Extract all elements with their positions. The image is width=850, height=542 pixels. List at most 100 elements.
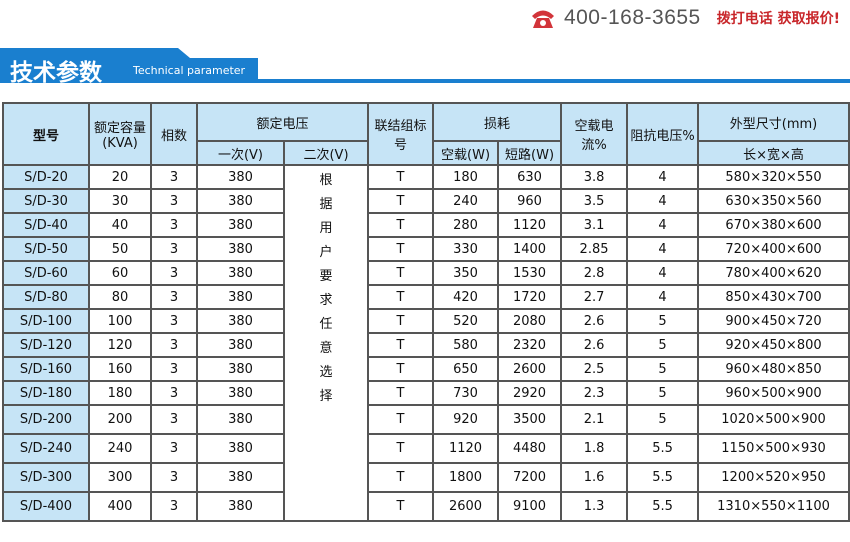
cell-model: S/D-20 — [2, 164, 90, 190]
note-char: 求 — [319, 293, 333, 308]
cell-no-load-current: 2.1 — [560, 404, 629, 435]
header-loss: 损耗 — [432, 102, 563, 142]
table-row: S/D-20 20 3 380 根据用户要求任意选择 T 180 630 3.8 4 580×320… — [2, 164, 850, 522]
cell-short-loss: 1530 — [497, 260, 563, 286]
cell-phases: 3 — [150, 212, 198, 238]
table-row: S/D-200 200 3 380 T 920 3500 2.1 5 1020×500×900 — [2, 404, 850, 435]
header-phases: 相数 — [150, 102, 198, 166]
cell-phases: 3 — [150, 260, 198, 286]
table-row: S/D-400 400 3 380 T 2600 9100 1.3 5.5 1310×550×11… — [2, 491, 850, 522]
cell-connection: T — [367, 188, 435, 214]
header-current: 空载电流% — [560, 102, 629, 166]
table-row: S/D-80 80 3 380 T 420 1720 2.7 4 850×430×700 — [2, 284, 850, 310]
note-char: 要 — [319, 269, 333, 284]
cell-primary: 380 — [196, 462, 285, 493]
cell-impedance: 5 — [626, 356, 700, 382]
cell-connection: T — [367, 164, 435, 190]
cell-model: S/D-400 — [2, 491, 90, 522]
cell-capacity: 300 — [88, 462, 152, 493]
cell-connection: T — [367, 236, 435, 262]
note-char: 用 — [319, 221, 333, 236]
cell-no-load-loss: 920 — [432, 404, 500, 435]
cell-no-load-current: 2.6 — [560, 332, 629, 358]
header-no-load: 空载(W) — [432, 140, 500, 166]
cell-impedance: 5 — [626, 380, 700, 406]
cell-no-load-current: 2.5 — [560, 356, 629, 382]
cell-no-load-current: 1.8 — [560, 433, 629, 464]
cell-phases: 3 — [150, 236, 198, 262]
cell-short-loss: 1720 — [497, 284, 563, 310]
table-row: S/D-30 30 3 380 T 240 960 3.5 4 630×350×560 — [2, 188, 850, 214]
cell-no-load-current: 2.3 — [560, 380, 629, 406]
contact-bar: 400-168-3655 拨打电话 获取报价! — [530, 4, 840, 32]
cell-impedance: 5 — [626, 404, 700, 435]
cell-model: S/D-180 — [2, 380, 90, 406]
table-row: S/D-40 40 3 380 T 280 1120 3.1 4 670×380×600 — [2, 212, 850, 238]
cell-no-load-loss: 1800 — [432, 462, 500, 493]
cell-capacity: 80 — [88, 284, 152, 310]
cell-size: 900×450×720 — [697, 308, 850, 334]
phone-icon — [531, 10, 554, 28]
cell-size: 580×320×550 — [697, 164, 850, 190]
cell-phases: 3 — [150, 491, 198, 522]
cell-primary: 380 — [196, 284, 285, 310]
cell-no-load-loss: 730 — [432, 380, 500, 406]
cell-impedance: 4 — [626, 212, 700, 238]
call-to-action: 拨打电话 获取报价! — [716, 11, 840, 27]
header-size: 外型尺寸(mm) — [697, 102, 850, 142]
cell-primary: 380 — [196, 212, 285, 238]
cell-impedance: 5 — [626, 308, 700, 334]
cell-connection: T — [367, 284, 435, 310]
cell-no-load-current: 3.5 — [560, 188, 629, 214]
cell-primary: 380 — [196, 164, 285, 190]
cell-size: 1020×500×900 — [697, 404, 850, 435]
cell-impedance: 5.5 — [626, 433, 700, 464]
cell-short-loss: 1120 — [497, 212, 563, 238]
cell-no-load-loss: 330 — [432, 236, 500, 262]
cell-model: S/D-240 — [2, 433, 90, 464]
cell-capacity: 100 — [88, 308, 152, 334]
cell-phases: 3 — [150, 188, 198, 214]
cell-model: S/D-120 — [2, 332, 90, 358]
cell-phases: 3 — [150, 164, 198, 190]
cell-connection: T — [367, 308, 435, 334]
cell-phases: 3 — [150, 308, 198, 334]
cell-size: 630×350×560 — [697, 188, 850, 214]
table-row: S/D-60 60 3 380 T 350 1530 2.8 4 780×400×620 — [2, 260, 850, 286]
table-row: S/D-180 180 3 380 T 730 2920 2.3 5 960×500×900 — [2, 380, 850, 406]
cell-phases: 3 — [150, 404, 198, 435]
cell-capacity: 120 — [88, 332, 152, 358]
note-char: 根 — [319, 173, 333, 188]
note-char: 户 — [319, 245, 333, 260]
cell-capacity: 50 — [88, 236, 152, 262]
cell-size: 1150×500×930 — [697, 433, 850, 464]
cell-short-loss: 960 — [497, 188, 563, 214]
cell-short-loss: 630 — [497, 164, 563, 190]
cell-capacity: 60 — [88, 260, 152, 286]
cell-impedance: 5 — [626, 332, 700, 358]
cell-model: S/D-30 — [2, 188, 90, 214]
cell-no-load-current: 3.1 — [560, 212, 629, 238]
cell-connection: T — [367, 462, 435, 493]
cell-no-load-loss: 1120 — [432, 433, 500, 464]
phone-number[interactable]: 400-168-3655 — [563, 6, 701, 29]
cell-capacity: 200 — [88, 404, 152, 435]
cell-impedance: 4 — [626, 164, 700, 190]
cell-size: 1310×550×1100 — [697, 491, 850, 522]
table-row: S/D-100 100 3 380 T 520 2080 2.6 5 900×450×720 — [2, 308, 850, 334]
table-row: S/D-300 300 3 380 T 1800 7200 1.6 5.5 1200×520×95… — [2, 462, 850, 493]
cell-short-loss: 1400 — [497, 236, 563, 262]
header-connection: 联结组标号 — [367, 102, 435, 166]
cell-no-load-loss: 180 — [432, 164, 500, 190]
cell-phases: 3 — [150, 332, 198, 358]
cell-no-load-current: 2.7 — [560, 284, 629, 310]
cell-size: 960×500×900 — [697, 380, 850, 406]
cell-phases: 3 — [150, 462, 198, 493]
cell-no-load-current: 3.8 — [560, 164, 629, 190]
cell-capacity: 400 — [88, 491, 152, 522]
note-char: 据 — [319, 197, 333, 212]
cell-connection: T — [367, 380, 435, 406]
cell-primary: 380 — [196, 356, 285, 382]
cell-primary: 380 — [196, 236, 285, 262]
cell-primary: 380 — [196, 260, 285, 286]
